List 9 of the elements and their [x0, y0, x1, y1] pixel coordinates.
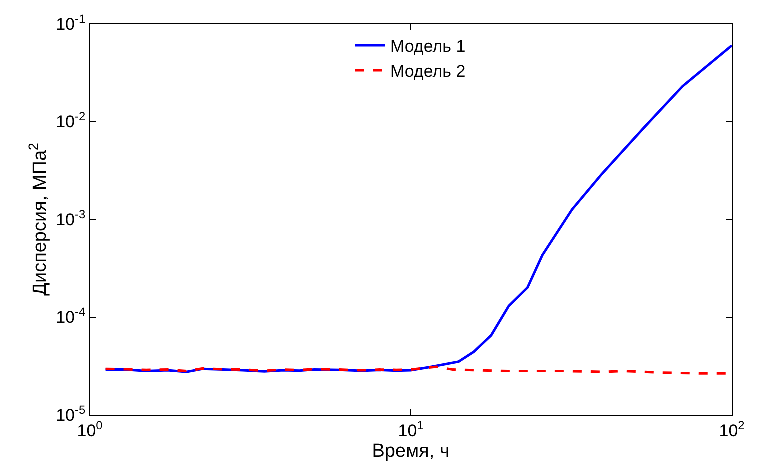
y-tick-label: 10$^{-4}$	[56, 305, 86, 328]
x-tick-label: 10$^{2}$	[719, 418, 746, 440]
legend-label: Модель 1	[390, 37, 466, 56]
y-tick-label: 10$^{-2}$	[56, 110, 86, 132]
y-tick-label: 10$^{-3}$	[56, 207, 86, 230]
legend-label: Модель 2	[390, 62, 466, 82]
x-axis-title: Время, ч	[372, 441, 450, 462]
x-tick-label: 10$^{1}$	[398, 418, 424, 440]
y-tick-label: 10$^{-1}$	[56, 12, 86, 34]
